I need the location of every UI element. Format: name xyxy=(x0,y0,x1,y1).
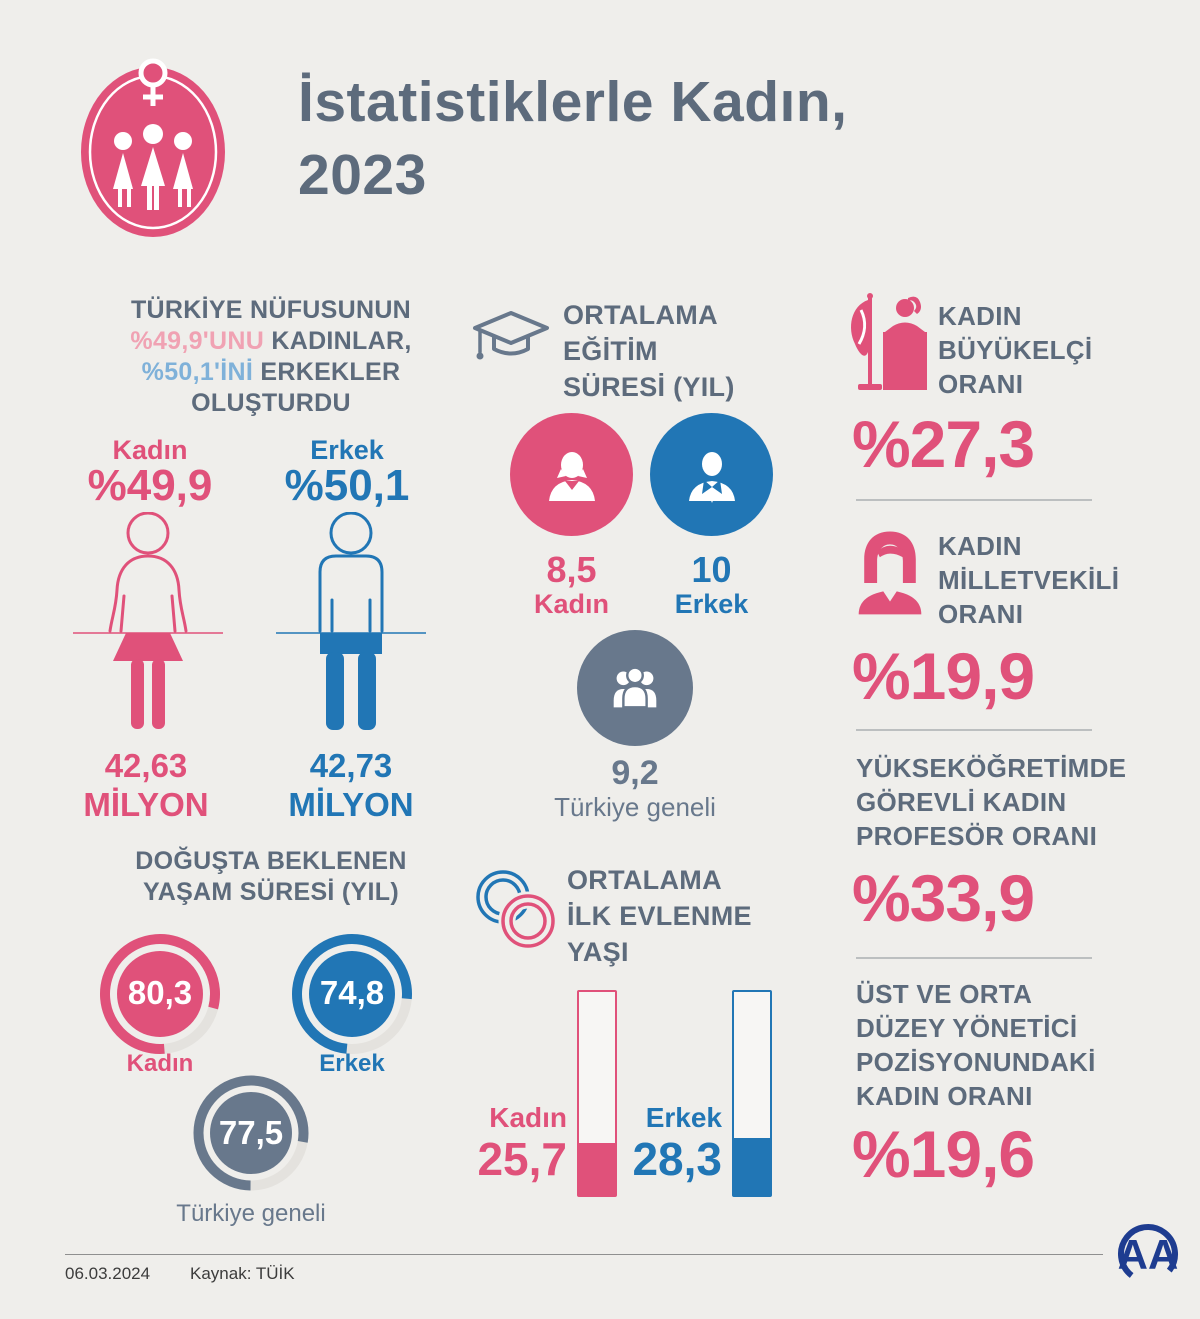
page-title: İstatistiklerle Kadın, 2023 xyxy=(298,66,1118,212)
donut-ring-overall xyxy=(193,1075,309,1191)
education-overall-value: 9,2 xyxy=(611,754,659,792)
marriage-female-label: Kadın xyxy=(489,1102,567,1133)
graduation-cap-icon xyxy=(473,311,549,360)
life-expectancy-female-label: Kadın xyxy=(126,1050,194,1077)
life-expectancy-male-label: Erkek xyxy=(319,1050,385,1077)
population-female-label: Kadın xyxy=(112,435,188,465)
donut-ring-female xyxy=(100,934,220,1054)
population-heading: TÜRKİYE NÜFUSUNUN %49,9'UNU KADINLAR, %5… xyxy=(85,295,457,419)
stat-manager-title: ÜST VE ORTA DÜZEY YÖNETİCİ POZİSYONUNDAK… xyxy=(856,979,1096,1111)
women-figures-icon xyxy=(113,124,193,210)
education-female-circle xyxy=(510,413,633,536)
stat-professor-value: %33,9 xyxy=(852,861,1035,935)
marriage-bar-female xyxy=(577,990,617,1197)
life-expectancy-overall-value: 77,5 xyxy=(218,1114,284,1151)
marriage-male-label: Erkek xyxy=(645,1102,722,1133)
population-male-count: 42,73 MİLYON xyxy=(288,747,414,823)
population-female-count: 42,63 MİLYON xyxy=(83,747,209,823)
stat-mp-value: %19,9 xyxy=(852,639,1035,713)
education-heading: ORTALAMA EĞİTİM SÜRESİ (YIL) xyxy=(563,300,735,402)
marriage-male-value: 28,3 xyxy=(632,1133,722,1185)
marriage-bar-male-fill xyxy=(734,1137,770,1195)
education-overall-label: Türkiye geneli xyxy=(554,792,716,822)
ambassador-podium-icon xyxy=(851,293,927,390)
population-female-pct: %49,9 xyxy=(87,461,213,510)
education-female-value: 8,5 xyxy=(546,549,597,590)
footer-source: Kaynak: TÜİK xyxy=(190,1264,295,1283)
anadolu-agency-logo: AA xyxy=(1118,1224,1179,1284)
businessman-icon xyxy=(688,451,735,503)
divider xyxy=(856,499,1092,501)
population-pct-male: %50,1'İNİ xyxy=(141,358,254,386)
footer-date: 06.03.2024 xyxy=(65,1264,151,1283)
population-heading-l3: ERKEKLER xyxy=(253,358,401,386)
life-expectancy-donut-male: 74,8 xyxy=(286,928,418,1060)
marriage-bar-male xyxy=(732,990,772,1197)
life-expectancy-female-value: 80,3 xyxy=(127,974,193,1011)
life-expectancy-overall-label: Türkiye geneli xyxy=(176,1200,326,1227)
aa-logo-letters: AA xyxy=(1118,1231,1179,1278)
education-male-label: Erkek xyxy=(674,589,749,619)
divider xyxy=(856,729,1092,731)
population-male-label: Erkek xyxy=(310,435,384,465)
education-female-label: Kadın xyxy=(533,589,609,619)
title-line-1: İstatistiklerle Kadın, xyxy=(298,70,848,134)
stat-mp-title: KADIN MİLLETVEKİLİ ORANI xyxy=(938,531,1120,629)
population-pct-female: %49,9'UNU xyxy=(130,327,265,355)
woman-figure-icon xyxy=(73,512,223,729)
stat-ambassador-value: %27,3 xyxy=(852,407,1035,481)
marriage-female-value: 25,7 xyxy=(477,1133,567,1185)
businesswoman-icon xyxy=(548,451,595,501)
wedding-rings-icon xyxy=(476,870,558,951)
life-expectancy-male-value: 74,8 xyxy=(319,974,385,1011)
people-group-icon xyxy=(613,666,657,709)
stat-ambassador-title: KADIN BÜYÜKELÇİ ORANI xyxy=(938,301,1093,399)
population-heading-l4: OLUŞTURDU xyxy=(191,389,351,417)
life-expectancy-donut-overall: 77,5 xyxy=(188,1070,314,1196)
population-male-pct: %50,1 xyxy=(284,461,410,510)
stat-professor-title: YÜKSEKÖĞRETİMDE GÖREVLİ KADIN PROFESÖR O… xyxy=(856,753,1127,851)
footer-rule xyxy=(65,1254,1103,1255)
education-overall-circle xyxy=(577,630,693,746)
education-male-circle xyxy=(650,413,773,536)
education-male-value: 10 xyxy=(691,549,732,590)
marriage-heading: ORTALAMA İLK EVLENME YAŞI xyxy=(567,865,752,967)
divider xyxy=(856,957,1092,959)
title-line-2: 2023 xyxy=(298,143,427,207)
marriage-bar-female-fill xyxy=(579,1142,615,1195)
man-figure-icon xyxy=(276,512,426,730)
population-heading-l2: KADINLAR, xyxy=(264,327,412,355)
life-expectancy-donut-female: 80,3 xyxy=(94,928,226,1060)
donut-ring-male xyxy=(292,934,412,1054)
life-expectancy-heading: DOĞUŞTA BEKLENEN YAŞAM SÜRESİ (YIL) xyxy=(135,847,407,906)
stat-manager-value: %19,6 xyxy=(852,1117,1035,1191)
women-statistics-logo xyxy=(81,58,225,237)
population-heading-l1: TÜRKİYE NÜFUSUNUN xyxy=(130,296,412,324)
woman-icon xyxy=(858,531,922,615)
